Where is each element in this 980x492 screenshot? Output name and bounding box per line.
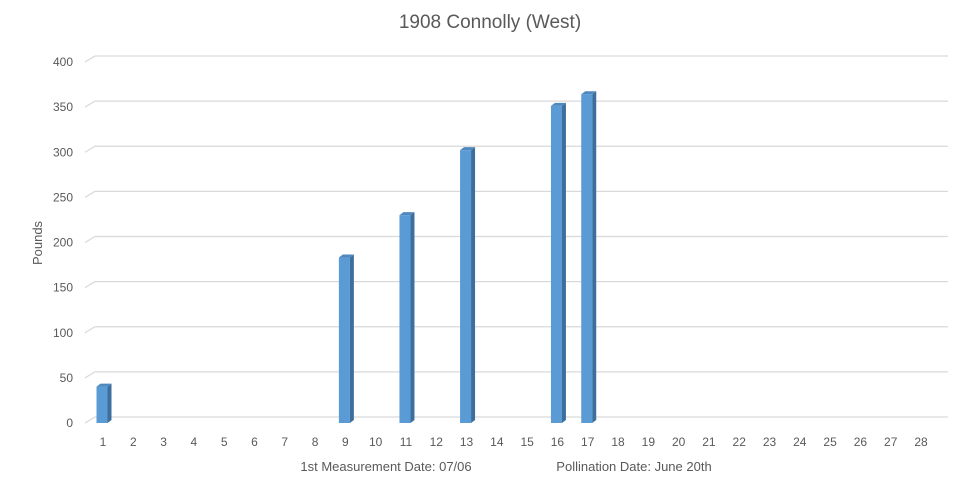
x-tick-label: 11	[400, 435, 413, 449]
gridline	[84, 326, 948, 334]
y-tick-label: 350	[53, 100, 73, 114]
gridline	[84, 371, 948, 379]
bar-top	[96, 383, 112, 387]
gridline	[84, 100, 948, 108]
x-tick-label: 10	[369, 435, 383, 449]
y-tick-label: 100	[53, 326, 73, 340]
gridline	[84, 55, 948, 63]
x-tick-label: 8	[312, 435, 319, 449]
x-tick-label: 26	[854, 435, 868, 449]
bar-side	[410, 212, 415, 423]
y-axis-label: Pounds	[30, 220, 45, 265]
x-tick-label: 5	[221, 435, 228, 449]
x-tick-label: 13	[460, 435, 474, 449]
bar-side	[592, 91, 597, 423]
gridline	[84, 416, 948, 424]
x-tick-label: 12	[430, 435, 444, 449]
x-tick-label: 28	[914, 435, 928, 449]
x-tick-label: 23	[763, 435, 777, 449]
x-tick-label: 27	[884, 435, 898, 449]
bar-top	[550, 102, 566, 106]
x-tick-label: 17	[581, 435, 595, 449]
bar-top	[399, 212, 415, 216]
y-tick-label: 200	[53, 236, 73, 250]
gridline	[84, 145, 948, 153]
x-tick-label: 15	[520, 435, 534, 449]
gridline	[84, 190, 948, 198]
measurement-date-note: 1st Measurement Date: 07/06	[300, 459, 471, 474]
bar-top	[581, 91, 597, 95]
y-tick-label: 50	[60, 371, 74, 385]
bar	[581, 91, 597, 423]
bar	[460, 147, 476, 423]
bar-front	[96, 386, 108, 423]
gridline	[84, 280, 948, 289]
bar-side	[349, 254, 354, 423]
bar	[550, 102, 566, 424]
bar-front	[399, 215, 411, 423]
bar-front	[581, 94, 593, 423]
x-tick-label: 2	[130, 435, 137, 449]
x-tick-label: 4	[191, 435, 198, 449]
x-tick-label: 16	[551, 435, 565, 449]
bar-front	[460, 150, 472, 423]
bar-top	[460, 147, 476, 151]
y-tick-label: 150	[53, 281, 73, 295]
x-tick-label: 7	[281, 435, 288, 449]
gridline	[84, 235, 948, 244]
x-tick-label: 18	[611, 435, 625, 449]
y-tick-label: 300	[53, 145, 73, 159]
bar-top	[338, 254, 354, 258]
x-tick-label: 22	[733, 435, 747, 449]
y-tick-label: 0	[66, 416, 73, 430]
bar-side	[471, 147, 476, 423]
x-tick-label: 6	[251, 435, 258, 449]
bar-front	[550, 105, 562, 424]
x-tick-label: 20	[672, 435, 686, 449]
x-tick-label: 3	[160, 435, 167, 449]
y-tick-label: 250	[53, 190, 73, 204]
bar	[399, 212, 415, 423]
chart-title: 1908 Connolly (West)	[399, 12, 581, 33]
x-tick-label: 25	[823, 435, 837, 449]
x-tick-label: 1	[100, 435, 107, 449]
bar-side	[107, 383, 112, 423]
bar-side	[561, 102, 566, 424]
y-tick-label: 400	[53, 55, 73, 69]
bar-front	[338, 257, 350, 423]
pollination-date-note: Pollination Date: June 20th	[556, 459, 711, 474]
x-tick-label: 19	[642, 435, 656, 449]
x-tick-label: 14	[490, 435, 504, 449]
x-tick-label: 24	[793, 435, 807, 449]
x-tick-label: 21	[702, 435, 716, 449]
x-tick-label: 9	[342, 435, 349, 449]
bar	[338, 254, 354, 423]
bar	[96, 383, 112, 423]
